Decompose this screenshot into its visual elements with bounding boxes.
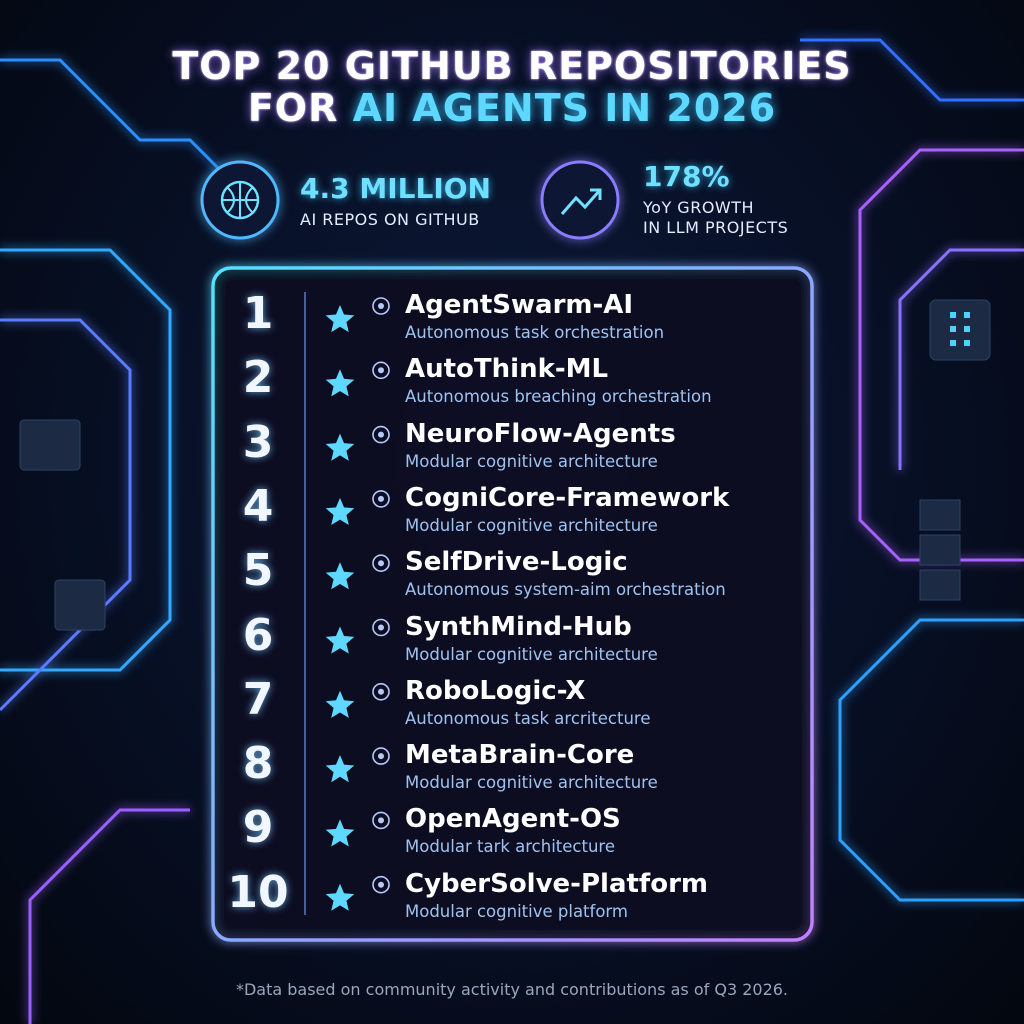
repo-icon [372, 811, 390, 830]
repo-description: Autonomous system-aim orchestration [405, 580, 726, 600]
repo-icon [372, 554, 390, 573]
rank-number: 3 [242, 416, 274, 468]
repo-icon [372, 618, 390, 637]
stat-value: 4.3 MILLION [300, 172, 491, 205]
repo-name: CogniCore-Framework [405, 482, 730, 513]
repo-description: Autonomous task arcritecture [405, 708, 651, 728]
repo-description: Modular cognitive platform [405, 901, 628, 921]
repo-name: AgentSwarm-AI [405, 290, 634, 320]
rank-number: 4 [242, 480, 274, 532]
repo-icon-dot [378, 753, 384, 760]
repo-icon-dot [378, 431, 384, 438]
repo-description: Modular tark architecture [405, 837, 615, 857]
repo-name: NeuroFlow-Agents [405, 418, 676, 449]
rank-number: 8 [242, 738, 274, 790]
repo-description: Modular cognitive architecture [405, 515, 658, 535]
title-line: TOP 20 GITHUB REPOSITORIES [172, 44, 852, 88]
repo-name: MetaBrain-Core [405, 740, 635, 771]
rank-number: 2 [242, 352, 274, 404]
star-icon [325, 369, 355, 397]
rank-number: 9 [242, 802, 274, 854]
repo-name: SynthMind-Hub [405, 611, 632, 642]
rank-number: 6 [242, 609, 274, 661]
repo-description: Autonomous breaching orchestration [405, 387, 712, 407]
repo-icon [372, 425, 390, 444]
repo-name: RoboLogic-X [405, 675, 586, 706]
repo-icon [372, 747, 390, 765]
stat-value: 178% [643, 160, 730, 193]
repo-name: AutoThink-ML [405, 354, 609, 385]
star-icon [325, 562, 355, 590]
rank-number: 1 [242, 288, 274, 339]
repo-icon [372, 297, 390, 315]
repo-icon-dot [378, 367, 384, 374]
repo-icon [372, 875, 390, 894]
star-icon [325, 755, 355, 783]
star-icon [325, 305, 355, 333]
star-icon [325, 819, 355, 847]
repo-icon-dot [378, 817, 384, 824]
title-highlight: AI AGENTS IN 2026 [352, 86, 777, 130]
stat-caption: YoY GROWTH [643, 198, 755, 217]
repo-icon-dot [378, 560, 384, 567]
repo-icon-dot [378, 881, 384, 888]
star-icon [325, 690, 355, 718]
repo-icon-dot [378, 303, 384, 309]
star-icon [325, 883, 355, 911]
repo-description: Modular cognitive architecture [405, 644, 658, 664]
repo-icon [372, 490, 390, 508]
footnote: *Data based on community activity and co… [235, 980, 789, 999]
star-icon [325, 626, 355, 654]
star-icon [325, 433, 355, 461]
repo-name: OpenAgent-OS [405, 804, 621, 835]
star-icon [325, 497, 355, 525]
title-prefix: FOR [247, 86, 339, 130]
repo-description: Autonomous task orchestration [405, 323, 665, 342]
repo-icon-dot [378, 624, 384, 631]
stat-caption: IN LLM PROJECTS [643, 218, 789, 237]
repo-icon-dot [378, 495, 384, 502]
repo-icon [372, 682, 390, 701]
repo-description: Modular cognitive architecture [405, 451, 658, 471]
repo-icon-dot [378, 688, 384, 695]
stat-caption: AI REPOS ON GITHUB [300, 210, 480, 229]
rank-number: 10 [227, 866, 289, 918]
title-line: FOR AI AGENTS IN 2026 [0, 86, 1024, 130]
rank-number: 5 [242, 545, 274, 597]
repo-name: SelfDrive-Logic [405, 547, 628, 578]
repo-icon [372, 361, 390, 380]
repo-description: Modular cognitive architecture [405, 773, 658, 793]
rank-number: 7 [242, 673, 274, 725]
repo-name: CyberSolve-Platform [405, 868, 708, 899]
